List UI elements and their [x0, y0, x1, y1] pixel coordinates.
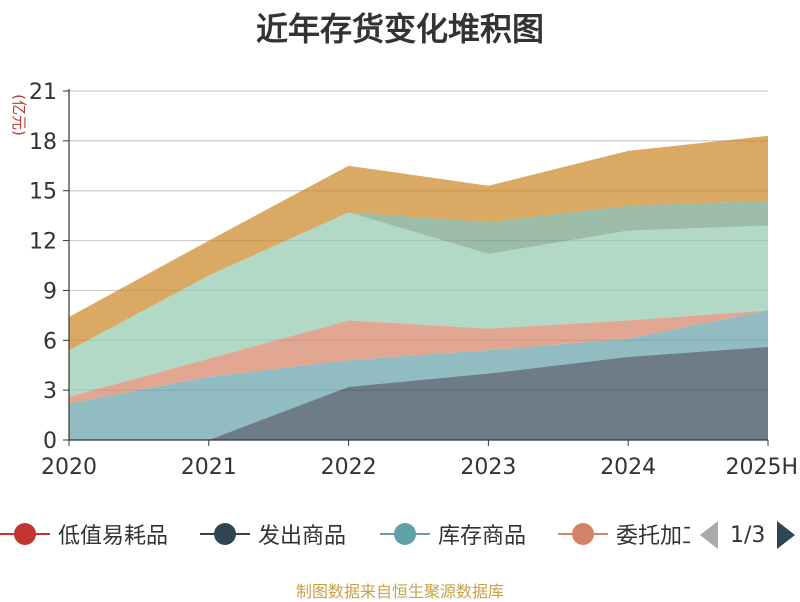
legend-next-icon[interactable]: [777, 521, 796, 549]
x-tick-label: 2025H: [725, 455, 798, 480]
legend: 低值易耗品 发出商品 库存商品 委托加工物资 1/3: [0, 512, 800, 556]
area-series-0: [69, 346, 768, 440]
legend-item[interactable]: 库存商品: [380, 512, 526, 556]
chart-plot: 0 3 6 9 12 15 18 21 2020 2021 2022 2023 2024 2025H (亿…: [10, 80, 798, 480]
source-note: 制图数据来自恒生聚源数据库: [295, 582, 504, 601]
area-series-3: [69, 212, 768, 397]
y-tick-label: 3: [43, 379, 57, 404]
area-series-2: [69, 310, 768, 404]
legend-pager: 1/3: [700, 520, 796, 550]
x-tick-label: 2023: [460, 455, 516, 480]
y-tick-label: 18: [29, 130, 57, 155]
legend-label: 库存商品: [438, 524, 527, 549]
y-tick-label: 15: [29, 180, 57, 205]
legend-items: 低值易耗品 发出商品 库存商品 委托加工物资: [0, 512, 690, 556]
chart-title: 近年存货变化堆积图: [255, 10, 544, 48]
area-series: [69, 135, 768, 440]
legend-label: 发出商品: [258, 524, 347, 549]
x-tick-label: 2020: [41, 455, 97, 480]
y-tick-label: 12: [29, 230, 57, 255]
x-tick-label: 2021: [181, 455, 237, 480]
legend-page-indicator: 1/3: [730, 522, 766, 548]
legend-item[interactable]: 委托加工物资: [558, 512, 690, 556]
legend-item[interactable]: 低值易耗品: [0, 512, 168, 556]
legend-prev-icon[interactable]: [700, 521, 718, 549]
area-series-1: [69, 310, 768, 440]
x-tick-label: 2024: [600, 455, 656, 480]
x-tick-label: 2022: [321, 455, 377, 480]
y-tick-label: 9: [43, 279, 57, 304]
legend-marker-icon: [200, 522, 250, 546]
legend-label: 委托加工物资: [616, 524, 690, 549]
legend-marker-icon: [0, 522, 50, 546]
legend-marker-icon: [380, 522, 430, 546]
area-series-4: [69, 200, 768, 351]
legend-label: 低值易耗品: [58, 524, 169, 549]
axes: 0 3 6 9 12 15 18 21 2020 2021 2022 2023 2024 2025H: [29, 80, 798, 480]
area-series-5: [69, 135, 768, 351]
y-tick-label: 6: [43, 329, 57, 354]
legend-item[interactable]: 发出商品: [200, 512, 346, 556]
y-tick-label: 0: [43, 429, 57, 454]
y-axis-label: (亿元): [10, 94, 28, 136]
y-tick-label: 21: [29, 80, 57, 105]
legend-marker-icon: [558, 522, 608, 546]
